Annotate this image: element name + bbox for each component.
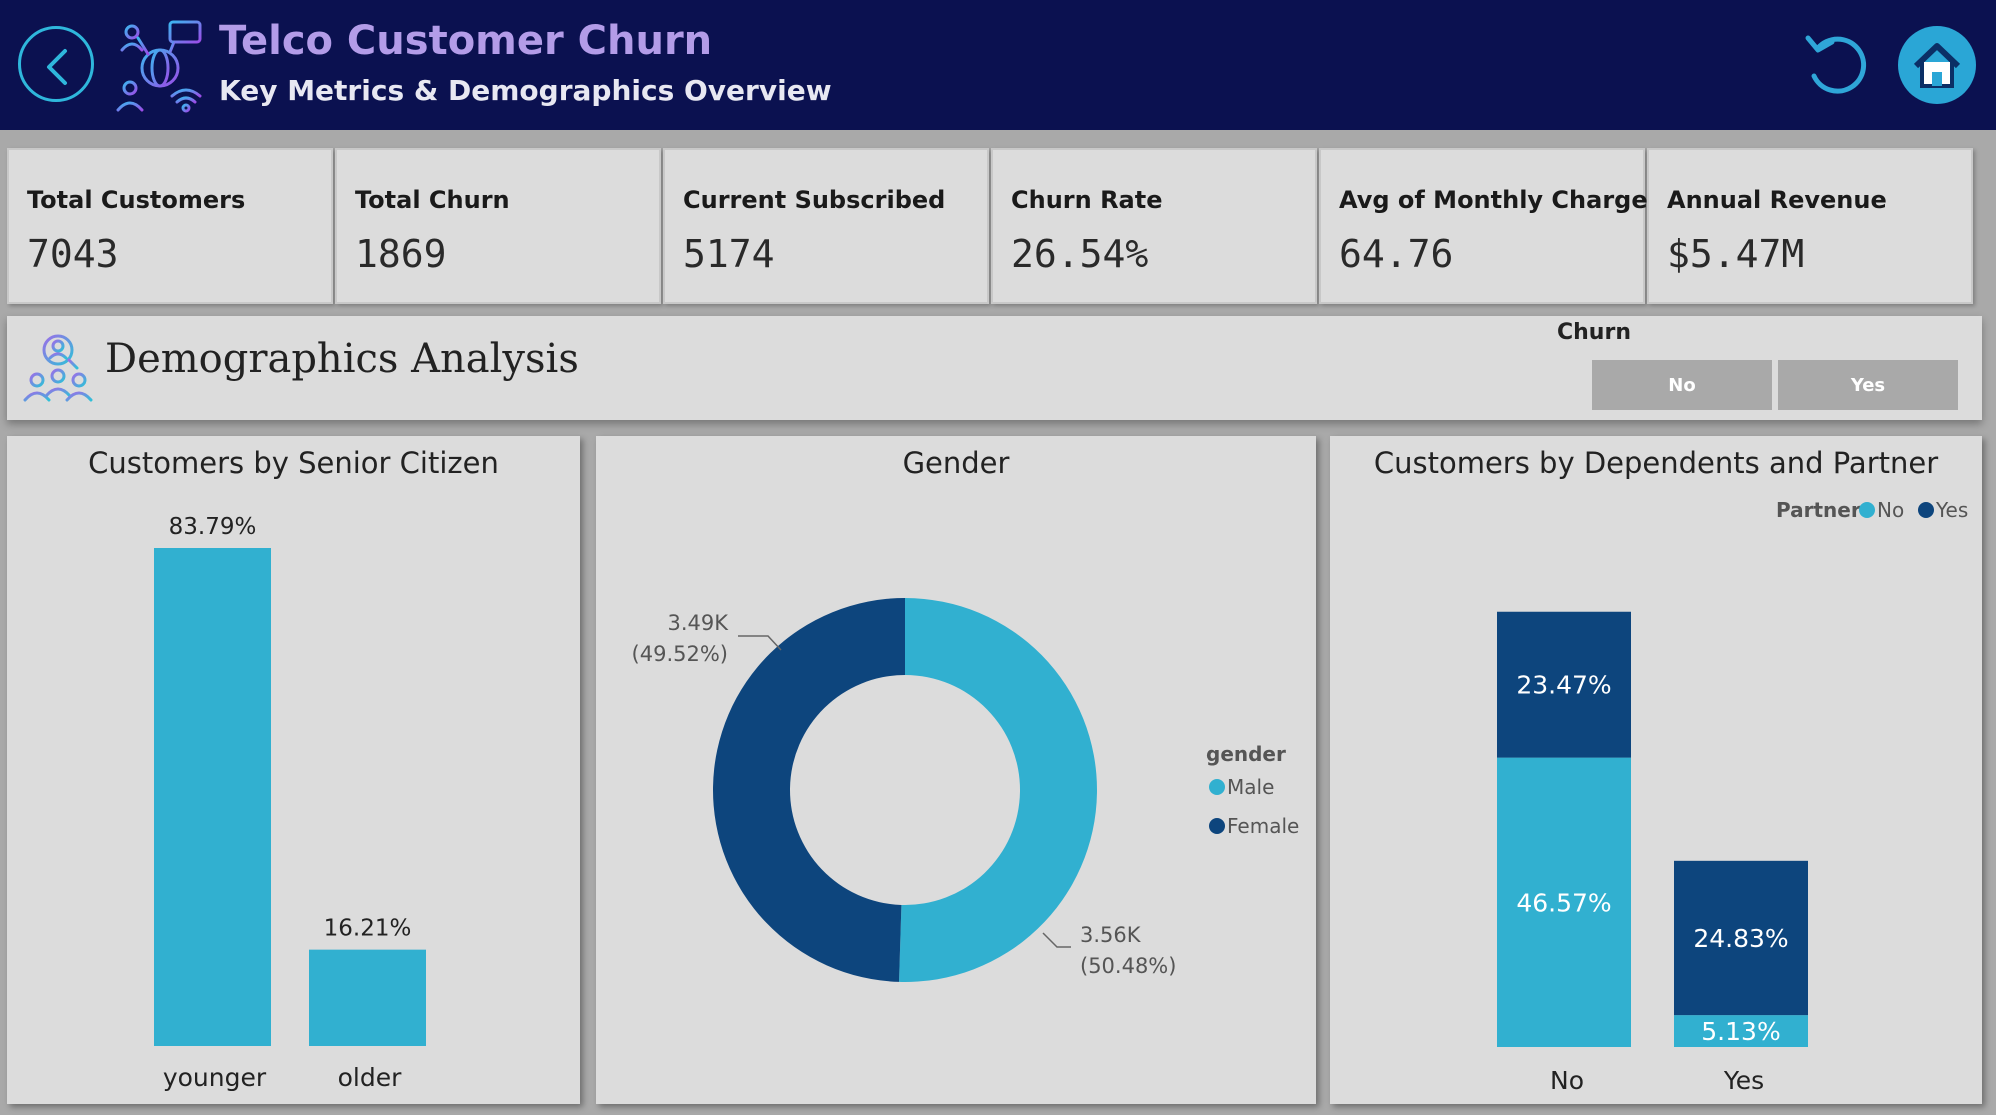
data-label: 23.47% xyxy=(1516,671,1611,700)
dependents-partner-panel: Customers by Dependents and Partner Part… xyxy=(1330,436,1982,1104)
data-label: 46.57% xyxy=(1516,888,1611,917)
senior-citizen-chart: 83.79% younger 16.21% older xyxy=(154,514,426,1092)
bar-older xyxy=(309,949,426,1046)
data-label: 24.83% xyxy=(1693,924,1788,953)
home-icon xyxy=(1913,43,1961,88)
bar-segment-yes-no xyxy=(1674,1015,1808,1047)
kpi-value: $5.47M xyxy=(1667,232,1805,276)
kpi-value: 64.76 xyxy=(1339,232,1454,276)
legend-label: Female xyxy=(1227,814,1299,838)
data-label: 5.13% xyxy=(1701,1017,1780,1046)
x-tick-label: No xyxy=(1550,1066,1584,1095)
kpi-label: Total Churn xyxy=(355,186,510,214)
header-bar: Telco Customer Churn Key Metrics & Demog… xyxy=(0,0,1996,130)
kpi-value: 5174 xyxy=(683,232,775,276)
leader-line xyxy=(738,635,782,651)
bar-younger xyxy=(154,548,271,1046)
legend-label: Yes xyxy=(1935,498,1968,522)
page-title: Telco Customer Churn xyxy=(219,18,713,64)
kpi-card-avg-monthly-charges: Avg of Monthly Charges 64.76 xyxy=(1319,148,1662,304)
kpi-label: Churn Rate xyxy=(1011,186,1163,214)
kpi-label: Current Subscribed xyxy=(683,186,946,214)
x-tick-label: older xyxy=(338,1063,402,1092)
legend-marker-no xyxy=(1859,502,1875,518)
undo-icon xyxy=(1805,35,1867,94)
donut-slice-female xyxy=(712,598,905,982)
bar-segment-yes-yes xyxy=(1674,860,1808,1016)
kpi-card-total-customers: Total Customers 7043 xyxy=(7,148,333,304)
reset-button[interactable] xyxy=(1800,26,1872,102)
section-title: Demographics Analysis xyxy=(105,336,579,382)
demographics-header: Demographics Analysis Churn No Yes xyxy=(7,316,1982,420)
page-subtitle: Key Metrics & Demographics Overview xyxy=(219,74,832,107)
donut-slice-male xyxy=(899,598,1097,982)
kpi-label: Annual Revenue xyxy=(1667,186,1887,214)
back-arrow-icon xyxy=(47,49,67,85)
back-button[interactable] xyxy=(18,26,94,102)
dependents-partner-chart: Partner No Yes 46.57% 23.47% No 5.13% 24.83% Yes xyxy=(1497,498,1968,1095)
x-tick-label: Yes xyxy=(1723,1066,1764,1095)
kpi-label: Total Customers xyxy=(27,186,246,214)
senior-citizen-chart-title: Customers by Senior Citizen xyxy=(88,446,499,480)
data-label: (50.48%) xyxy=(1080,954,1176,978)
legend-marker-female xyxy=(1209,818,1225,834)
kpi-row: Total Customers 7043 Total Churn 1869 Cu… xyxy=(7,148,1982,304)
x-tick-label: younger xyxy=(163,1063,267,1092)
legend-label: No xyxy=(1877,498,1904,522)
churn-slicer-no-button[interactable]: No xyxy=(1592,360,1772,410)
legend-title: gender xyxy=(1206,742,1286,766)
gender-panel: Gender 3.56K (50.48%) 3.49K (49.52%) gender M… xyxy=(596,436,1316,1104)
kpi-card-annual-revenue: Annual Revenue $5.47M xyxy=(1647,148,1973,304)
kpi-card-current-subscribed: Current Subscribed 5174 xyxy=(663,148,989,304)
churn-slicer-title: Churn xyxy=(1557,320,1631,345)
kpi-label: Avg of Monthly Charges xyxy=(1339,186,1662,214)
senior-citizen-panel: Customers by Senior Citizen 83.79% younge… xyxy=(7,436,580,1104)
legend-marker-yes xyxy=(1918,502,1934,518)
kpi-value: 7043 xyxy=(27,232,119,276)
gender-chart-title: Gender xyxy=(902,446,1010,480)
data-label: (49.52%) xyxy=(632,642,728,666)
data-label: 3.56K xyxy=(1080,923,1142,947)
home-button[interactable] xyxy=(1898,26,1976,104)
legend-title: Partner xyxy=(1776,498,1861,522)
leader-line xyxy=(1042,932,1071,948)
gender-chart: 3.56K (50.48%) 3.49K (49.52%) gender Male Fema… xyxy=(632,598,1299,982)
legend-marker-male xyxy=(1209,779,1225,795)
kpi-value: 1869 xyxy=(355,232,447,276)
data-label: 3.49K xyxy=(667,611,729,635)
kpi-card-total-churn: Total Churn 1869 xyxy=(335,148,661,304)
bar-segment-no-no xyxy=(1497,757,1631,1047)
legend-label: Male xyxy=(1227,775,1274,799)
kpi-card-churn-rate: Churn Rate 26.54% xyxy=(991,148,1317,304)
kpi-value: 26.54% xyxy=(1011,232,1149,276)
churn-slicer-yes-button[interactable]: Yes xyxy=(1778,360,1958,410)
people-analysis-icon xyxy=(23,334,93,402)
data-label: 83.79% xyxy=(169,514,257,540)
dependents-partner-chart-title: Customers by Dependents and Partner xyxy=(1373,446,1939,480)
bar-segment-no-yes xyxy=(1497,611,1631,758)
data-label: 16.21% xyxy=(324,916,412,942)
telecom-network-icon xyxy=(116,20,202,113)
